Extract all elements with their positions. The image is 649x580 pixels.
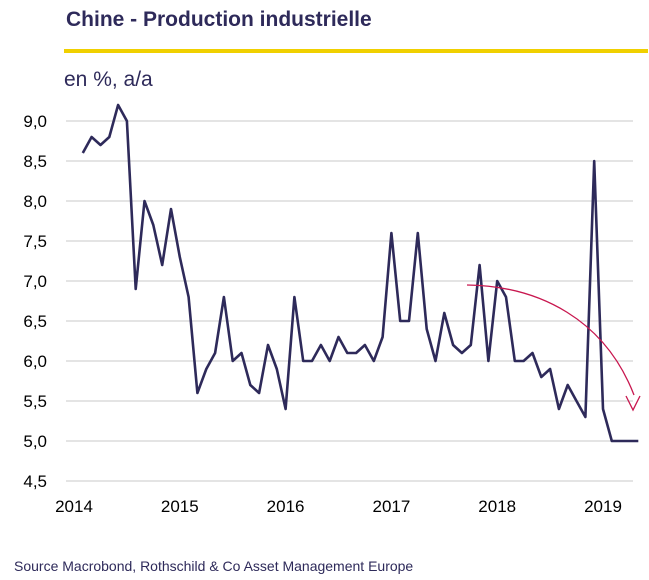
trend-arrow <box>466 284 641 412</box>
gridlines <box>66 120 633 482</box>
y-tick-label: 7,0 <box>23 272 47 291</box>
x-tick-label: 2014 <box>55 497 93 516</box>
title-underline <box>64 49 648 53</box>
y-tick-label: 9,0 <box>23 112 47 131</box>
x-tick-label: 2015 <box>161 497 199 516</box>
x-tick-label: 2019 <box>584 497 622 516</box>
x-tick-label: 2017 <box>372 497 410 516</box>
y-tick-label: 6,5 <box>23 312 47 331</box>
series-group <box>81 103 639 443</box>
y-tick-label: 7,5 <box>23 232 47 251</box>
x-tick-label: 2018 <box>478 497 516 516</box>
y-axis-ticks: 4,5 5,0 5,5 6,0 6,5 7,0 7,5 8,0 8,5 9,0 <box>23 112 47 491</box>
line-chart: 4,55,05,56,06,57,07,58,08,59,0 2014 2015 2… <box>23 103 641 516</box>
y-tick-label: 8,0 <box>23 192 47 211</box>
y-axis-unit-label: en %, a/a <box>64 68 153 91</box>
source-note: Source Macrobond, Rothschild & Co Asset … <box>14 558 414 574</box>
x-tick-label: 2016 <box>267 497 305 516</box>
y-tick-label: 4,5 <box>23 472 47 491</box>
trend-arrow-curve <box>466 284 635 396</box>
y-tick-label: 6,0 <box>23 352 47 371</box>
y-tick-label: 5,5 <box>23 392 47 411</box>
series-line <box>81 103 639 443</box>
chart-title: Chine - Production industrielle <box>66 8 372 31</box>
y-tick-label: 8,5 <box>23 152 47 171</box>
y-tick-label: 5,0 <box>23 432 47 451</box>
x-axis-ticks: 2014 2015 2016 2017 2018 2019 <box>55 497 622 516</box>
trend-arrow-head <box>625 395 641 412</box>
